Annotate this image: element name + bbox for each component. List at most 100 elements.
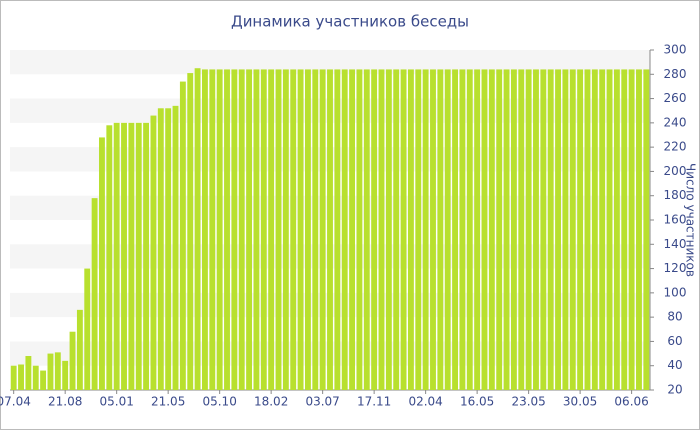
y-tick-label: 300 — [664, 43, 687, 57]
bar — [349, 69, 356, 390]
bar — [599, 69, 606, 390]
bar — [150, 115, 157, 391]
bar — [628, 69, 635, 390]
bar — [437, 69, 444, 390]
bar — [209, 69, 216, 390]
bar — [84, 268, 91, 390]
bar — [128, 122, 135, 390]
bar — [290, 69, 297, 390]
bar — [32, 365, 39, 390]
bar — [466, 69, 473, 390]
y-tick-label: 180 — [664, 188, 687, 202]
x-tick-label: 18.02 — [254, 395, 288, 409]
x-tick-label: 21.05 — [151, 395, 185, 409]
bar — [304, 69, 311, 390]
y-tick-label: 200 — [664, 164, 687, 178]
y-tick-label: 40 — [667, 358, 682, 372]
bar — [319, 69, 326, 390]
bar — [202, 69, 208, 390]
bar — [393, 69, 400, 390]
x-tick-label: 05.10 — [202, 395, 236, 409]
bar — [636, 69, 642, 390]
bar — [474, 69, 481, 390]
bar — [187, 73, 194, 391]
bar — [238, 69, 245, 390]
bar — [385, 69, 392, 390]
bar — [157, 108, 164, 391]
bar — [165, 108, 172, 391]
bar — [231, 69, 238, 390]
bar — [113, 122, 120, 390]
bar — [606, 69, 613, 390]
bar — [143, 122, 150, 390]
bar — [481, 69, 488, 390]
bar — [547, 69, 554, 390]
y-tick-label: 220 — [664, 140, 687, 154]
bar — [179, 81, 186, 391]
y-tick-label: 100 — [664, 285, 687, 299]
bar — [378, 69, 385, 390]
bar — [172, 105, 179, 390]
y-tick-label: 280 — [664, 67, 687, 81]
x-tick-label: 02.04 — [408, 395, 442, 409]
bar — [62, 360, 69, 390]
bar — [106, 125, 113, 391]
x-tick-label: 21.08 — [48, 395, 82, 409]
bar — [341, 69, 348, 390]
bar — [430, 69, 436, 390]
bar — [69, 331, 76, 390]
bar — [312, 69, 319, 390]
bar — [621, 69, 628, 390]
x-tick-label: 06.06 — [614, 395, 648, 409]
bar — [297, 69, 304, 390]
bar — [562, 69, 569, 390]
bar — [47, 353, 54, 390]
bar — [444, 69, 451, 390]
bar — [415, 69, 422, 390]
bar — [584, 69, 591, 390]
x-tick-label: 16.05 — [460, 395, 494, 409]
bar — [76, 309, 83, 390]
bar — [591, 69, 598, 390]
bar — [363, 69, 370, 390]
bar — [407, 69, 414, 390]
bar — [216, 69, 223, 390]
y-axis-label: Число участников — [684, 163, 698, 277]
bar — [488, 69, 495, 390]
bar — [422, 69, 429, 390]
bar — [356, 69, 363, 390]
bar — [268, 69, 275, 390]
bar — [121, 122, 127, 390]
bar — [54, 352, 61, 390]
bar — [25, 356, 32, 390]
bar — [577, 69, 584, 390]
bar — [496, 69, 503, 390]
bar — [224, 69, 230, 390]
bar — [643, 69, 650, 390]
bar — [540, 69, 547, 390]
bar — [525, 69, 532, 390]
y-tick-label: 80 — [667, 310, 682, 324]
x-tick-label: 07.04 — [0, 395, 31, 409]
y-tick-label: 160 — [664, 213, 687, 227]
y-tick-label: 260 — [664, 91, 687, 105]
x-tick-label: 23.05 — [511, 395, 545, 409]
bar — [282, 69, 289, 390]
x-tick-label: 17.11 — [357, 395, 391, 409]
bar — [518, 69, 525, 390]
bar — [327, 69, 333, 390]
bar — [503, 69, 510, 390]
bar — [371, 69, 378, 390]
bar — [459, 69, 466, 390]
bar — [91, 198, 98, 390]
bar — [334, 69, 341, 390]
bar — [400, 69, 407, 390]
bar — [135, 122, 142, 390]
x-tick-label: 30.05 — [563, 395, 597, 409]
y-tick-label: 240 — [664, 115, 687, 129]
bar — [569, 69, 576, 390]
x-tick-label: 03.07 — [305, 395, 339, 409]
chart-title: Динамика участников беседы — [231, 13, 469, 31]
